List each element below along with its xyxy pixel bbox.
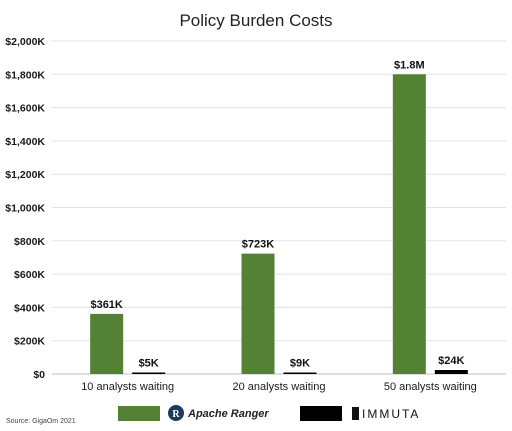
chart-title: Policy Burden Costs bbox=[179, 11, 332, 30]
bar-apache-ranger bbox=[90, 313, 124, 374]
immuta-logo-icon bbox=[352, 407, 359, 420]
y-tick-label: $2,000K bbox=[5, 36, 45, 48]
data-label-apache-ranger: $361K bbox=[90, 299, 122, 311]
y-tick-label: $400K bbox=[14, 302, 45, 314]
bar-immuta bbox=[283, 372, 317, 374]
apache-ranger-logo-icon: R bbox=[168, 405, 184, 421]
x-category-label: 20 analysts waiting bbox=[233, 381, 326, 393]
y-tick-label: $1,000K bbox=[5, 203, 45, 215]
y-tick-label: $1,600K bbox=[5, 103, 45, 115]
data-label-apache-ranger: $1.8M bbox=[394, 59, 425, 71]
x-category-label: 50 analysts waiting bbox=[384, 381, 477, 393]
legend-swatch-apache-ranger bbox=[118, 406, 160, 421]
y-tick-label: $1,400K bbox=[5, 136, 45, 148]
data-label-immuta: $9K bbox=[290, 358, 310, 370]
legend-label-apache-ranger: Apache Ranger bbox=[187, 408, 269, 420]
x-axis-category-labels: 10 analysts waiting 20 analysts waiting 50… bbox=[81, 381, 477, 393]
data-label-immuta: $24K bbox=[438, 355, 464, 367]
data-labels: $361K $5K $723K $9K $1.8M $24K bbox=[90, 59, 464, 369]
y-tick-label: $0 bbox=[33, 369, 45, 381]
y-tick-label: $200K bbox=[14, 336, 45, 348]
y-tick-label: $1,800K bbox=[5, 69, 45, 81]
x-category-label: 10 analysts waiting bbox=[81, 381, 174, 393]
legend-label-immuta: IMMUTA bbox=[362, 407, 420, 421]
y-tick-label: $800K bbox=[14, 236, 45, 248]
data-label-immuta: $5K bbox=[139, 358, 159, 370]
bars bbox=[90, 74, 468, 375]
legend: R Apache Ranger IMMUTA bbox=[118, 405, 420, 421]
bar-immuta bbox=[434, 370, 468, 374]
y-tick-label: $1,200K bbox=[5, 169, 45, 181]
svg-text:R: R bbox=[172, 409, 180, 420]
data-label-apache-ranger: $723K bbox=[242, 239, 274, 251]
gridlines bbox=[52, 40, 506, 375]
y-tick-label: $600K bbox=[14, 269, 45, 281]
bar-immuta bbox=[132, 372, 166, 374]
bar-apache-ranger bbox=[241, 253, 275, 374]
legend-swatch-immuta bbox=[300, 406, 342, 421]
source-note: Source: GigaOm 2021 bbox=[6, 418, 76, 425]
y-axis-tick-labels: $0 $200K $400K $600K $800K $1,000K $1,200K $1,4… bbox=[5, 36, 45, 381]
bar-apache-ranger bbox=[392, 74, 426, 375]
